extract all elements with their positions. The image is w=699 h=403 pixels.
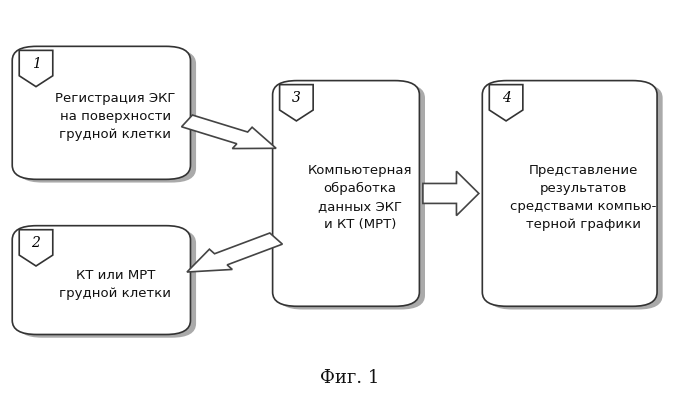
Polygon shape	[182, 115, 276, 149]
Polygon shape	[280, 85, 313, 121]
Text: Фиг. 1: Фиг. 1	[320, 369, 379, 387]
FancyBboxPatch shape	[482, 81, 657, 306]
Text: Компьютерная
обработка
данных ЭКГ
и КТ (МРТ): Компьютерная обработка данных ЭКГ и КТ (…	[308, 164, 412, 231]
FancyBboxPatch shape	[17, 229, 196, 338]
Text: Представление
результатов
средствами компью-
терной графики: Представление результатов средствами ком…	[510, 164, 657, 231]
Text: 4: 4	[502, 91, 510, 106]
Text: КТ или МРТ
грудной клетки: КТ или МРТ грудной клетки	[59, 269, 171, 299]
FancyBboxPatch shape	[273, 81, 419, 306]
FancyBboxPatch shape	[17, 50, 196, 183]
Polygon shape	[423, 171, 479, 216]
FancyBboxPatch shape	[12, 226, 190, 334]
FancyBboxPatch shape	[488, 84, 663, 310]
FancyBboxPatch shape	[12, 46, 190, 179]
FancyBboxPatch shape	[278, 84, 425, 310]
Text: Регистрация ЭКГ
на поверхности
грудной клетки: Регистрация ЭКГ на поверхности грудной к…	[55, 92, 175, 141]
Text: 2: 2	[31, 237, 41, 251]
Polygon shape	[19, 50, 52, 87]
Text: 1: 1	[31, 57, 41, 71]
Text: 3: 3	[292, 91, 301, 106]
Polygon shape	[19, 230, 52, 266]
Polygon shape	[489, 85, 523, 121]
Polygon shape	[187, 233, 282, 272]
